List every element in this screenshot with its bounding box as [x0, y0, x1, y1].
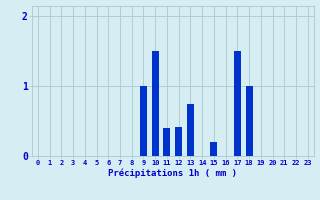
Bar — [175, 127, 182, 156]
Bar — [164, 128, 171, 156]
X-axis label: Précipitations 1h ( mm ): Précipitations 1h ( mm ) — [108, 169, 237, 178]
Bar — [210, 142, 217, 156]
Bar — [187, 104, 194, 156]
Bar — [234, 51, 241, 156]
Bar — [152, 51, 159, 156]
Bar — [245, 86, 252, 156]
Bar — [140, 86, 147, 156]
